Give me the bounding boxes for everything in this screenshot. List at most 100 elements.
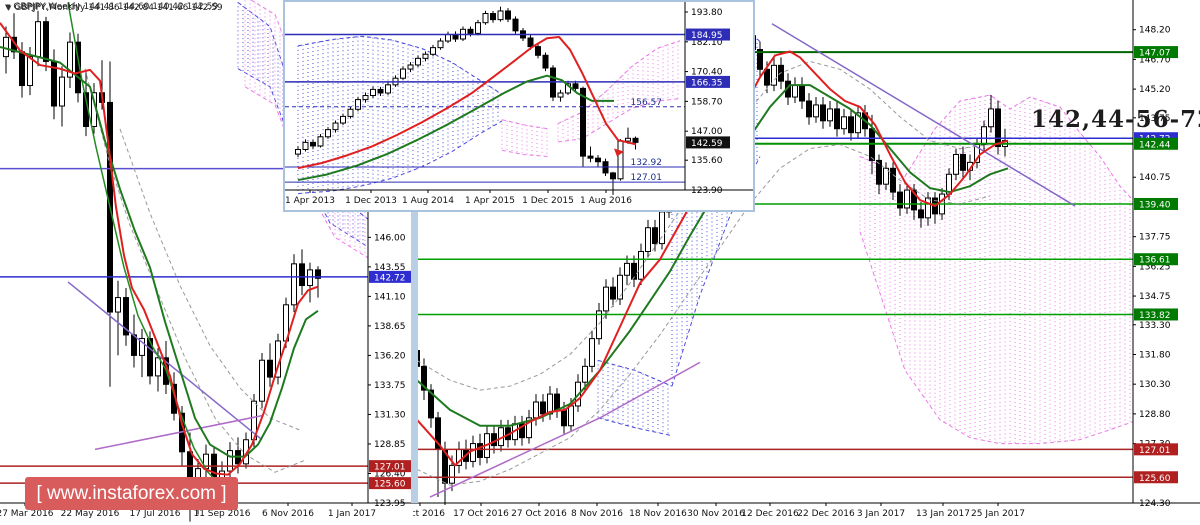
price-tick-label: 140.75 (1139, 173, 1171, 183)
price-badge (1134, 137, 1178, 150)
price-tick-label: 131.30 (374, 410, 406, 420)
price-tick-label: 136.25 (1139, 262, 1171, 272)
weekly-chart-canvas[interactable]: 146.00 143.55 141.10 138.65 136.20 133.75 131.… (0, 0, 420, 525)
date-tick-label: 11 Sep 2016 (193, 509, 250, 519)
candle-body (568, 405, 574, 427)
candle-body (43, 21, 49, 62)
monthly-chart-canvas[interactable]: 193.80 182.10 170.40 158.70 147.00 135.60 123.… (285, 2, 753, 210)
candle-body (267, 359, 273, 378)
trend-up-line (94, 414, 263, 451)
price-badge-label: 136.61 (1139, 256, 1171, 266)
candle-body (527, 37, 534, 48)
candle-body (291, 263, 297, 306)
candle-body (883, 167, 889, 185)
candle-body (848, 116, 854, 134)
candle-body (820, 104, 826, 122)
price-badge (686, 28, 730, 41)
candle-body (632, 137, 639, 143)
candle-body (988, 108, 994, 128)
price-badge-label: 142.44 (1139, 140, 1171, 150)
candle-body (421, 365, 427, 391)
chikou-green-line (67, 2, 237, 488)
date-tick-label: 1 Dec 2013 (345, 196, 397, 206)
gray-dash-2-line (416, 144, 991, 486)
price-tick-label: 133.75 (374, 381, 406, 391)
price-badge (369, 477, 413, 490)
candle-body (533, 401, 539, 419)
candle-body (610, 172, 616, 180)
price-tick-label: 123.95 (374, 499, 406, 509)
candle-body (587, 155, 594, 159)
candle-body (953, 153, 959, 175)
price-badge-label: 147.07 (1139, 49, 1171, 59)
trend-down-line (771, 23, 1076, 207)
price-badge-label: 125.60 (374, 480, 406, 490)
candle-body (115, 297, 121, 313)
candle-body (995, 108, 1001, 148)
candle-body (610, 286, 616, 300)
date-tick-label: 17 Jul 2016 (130, 509, 181, 519)
candle-body (624, 262, 630, 276)
candle-body (370, 88, 376, 97)
price-scale[interactable]: 193.80 182.10 170.40 158.70 147.00 135.60 123.… (285, 2, 753, 210)
weekly-chart-title: ▼ GBPJPY,Weekly 144.41 144.60 140.42 142.… (5, 2, 218, 12)
candle-body (325, 129, 331, 138)
price-tick-label: 136.20 (374, 351, 406, 361)
price-scale[interactable]: 148.20 146.70 145.20 143.75 140.75 137.75 136.… (413, 0, 1200, 525)
time-scale[interactable]: 1 Apr 2013 1 Dec 2013 1 Aug 2014 1 Apr 2015… (285, 190, 632, 206)
candle-body (771, 64, 777, 86)
candle-body (155, 357, 161, 377)
candle-body (960, 153, 966, 171)
panel-separator (411, 212, 418, 503)
candle-body (497, 10, 504, 21)
collapse-arrow-icon[interactable]: ▼ (5, 3, 11, 11)
candle-body (307, 269, 313, 287)
candles-layer (3, 10, 321, 522)
date-tick-label: 1 Aug 2014 (402, 196, 454, 206)
date-tick-label: 27 Oct 2016 (511, 509, 567, 519)
candle-body (407, 64, 414, 70)
in-chart-price-label: 132.92 (631, 158, 663, 168)
price-badge (1134, 308, 1178, 321)
candle-body (139, 338, 145, 356)
candle-body (589, 338, 595, 367)
price-tick-label: 133.30 (1139, 321, 1171, 331)
date-tick-label: 22 Dec 2016 (797, 509, 855, 519)
collapse-arrow-icon[interactable]: ▼ (6, 4, 12, 12)
candle-body (355, 99, 361, 110)
price-tick-label: 182.10 (691, 38, 723, 48)
candle-body (535, 46, 541, 56)
price-badge-label: 127.01 (1139, 446, 1171, 456)
candle-body (400, 68, 406, 79)
candle-body (315, 269, 321, 279)
monthly-chart-inset-window[interactable]: 193.80 182.10 170.40 158.70 147.00 135.60 123.… (283, 0, 755, 212)
trend-up-line (429, 361, 701, 498)
price-badge (1134, 46, 1178, 59)
date-tick-label: 6 Nov 2016 (262, 509, 314, 519)
candle-body (925, 197, 931, 219)
candle-body (911, 189, 917, 211)
date-tick-label: 22 May 2016 (61, 509, 120, 519)
candle-body (295, 149, 301, 155)
candle-body (652, 227, 658, 245)
candle-body (445, 33, 451, 42)
price-tick-label: 193.80 (691, 8, 723, 18)
candle-body (59, 76, 65, 107)
price-tick-label: 128.85 (374, 440, 406, 450)
candle-body (477, 443, 483, 458)
monthly-title-text: GBPJPY,Monthly 141.86 142.84 141.66 142.… (14, 3, 223, 13)
candle-body (385, 84, 391, 94)
price-badge-label: 166.35 (691, 78, 723, 88)
price-tick-label: 131.80 (1139, 350, 1171, 360)
tenkan-line (297, 35, 637, 170)
kijun-line (0, 46, 319, 458)
candle-body (792, 84, 798, 98)
candle-body (595, 157, 601, 163)
candle-body (904, 189, 910, 209)
date-tick-label: 13 Jan 2017 (916, 509, 970, 519)
date-tick-label: 1 Apr 2015 (465, 196, 515, 206)
price-badge (369, 270, 413, 283)
candle-body (638, 251, 644, 280)
in-chart-price-label: 156.57 (631, 98, 663, 108)
